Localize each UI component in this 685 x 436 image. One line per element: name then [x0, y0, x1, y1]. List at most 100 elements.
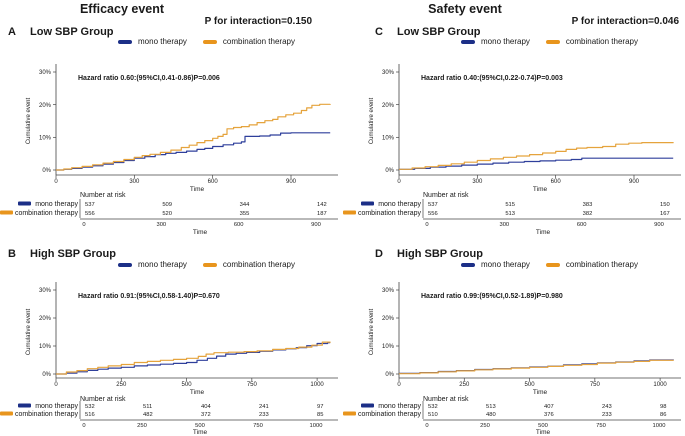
- risk-count: 86: [660, 412, 666, 418]
- risk-count: 480: [486, 412, 496, 418]
- mono-therapy-curve: [56, 132, 331, 171]
- combination-swatch-icon: [343, 411, 356, 416]
- risk-tick-label: 0: [425, 423, 428, 429]
- mono-swatch-icon: [461, 262, 475, 267]
- risk-count: 241: [259, 404, 269, 410]
- x-tick-label: 250: [116, 382, 127, 388]
- y-tick-label: 30%: [382, 288, 395, 294]
- column-efficacy: Efficacy event P for interaction=0.150 A…: [0, 0, 342, 436]
- risk-tick-label: 300: [156, 222, 166, 228]
- combination-swatch-icon: [0, 210, 13, 215]
- risk-count: 556: [428, 211, 438, 217]
- panel-C-title: C Low SBP Group: [375, 26, 481, 38]
- combination-swatch-icon: [202, 39, 217, 44]
- risk-count: 344: [240, 202, 250, 208]
- risk-time-label: Time: [193, 229, 208, 236]
- panel-C: C Low SBP Group mono therapy combination …: [343, 0, 685, 240]
- combination-therapy-curve: [56, 341, 331, 375]
- number-at-risk-header: Number at risk: [423, 396, 469, 403]
- risk-tick-label: 600: [234, 222, 244, 228]
- p-interaction-efficacy: P for interaction=0.150: [204, 16, 312, 27]
- x-tick-label: 300: [472, 179, 483, 185]
- chart-B: 0% 10% 20% 30% Cumulative event Hazard ratio …: [0, 282, 338, 436]
- risk-row-label: mono therapy: [35, 201, 78, 208]
- legend-D: mono therapy combination therapy: [461, 260, 648, 269]
- combination-therapy-curve: [56, 103, 331, 171]
- y-tick-label: 20%: [382, 316, 395, 322]
- legend-C: mono therapy combination therapy: [461, 37, 648, 46]
- p-interaction-safety: P for interaction=0.046: [571, 16, 679, 27]
- mono-swatch-icon: [361, 201, 374, 206]
- mono-swatch-icon: [18, 201, 31, 206]
- risk-count: 537: [428, 202, 438, 208]
- hazard-ratio-annotation: Hazard ratio 0.99:(95%CI,0.52-1.89)P=0.9…: [421, 293, 563, 300]
- combination-therapy-curve: [399, 359, 674, 375]
- panel-letter: B: [8, 248, 16, 260]
- panel-D-title: D High SBP Group: [375, 248, 483, 260]
- risk-row-label: mono therapy: [378, 201, 421, 208]
- risk-count: 85: [317, 412, 323, 418]
- mono-legend-label: mono therapy: [481, 37, 530, 46]
- risk-tick-label: 750: [253, 423, 263, 429]
- mono-legend-label: mono therapy: [481, 260, 530, 269]
- x-tick-label: 300: [129, 179, 140, 185]
- mono-therapy-curve: [399, 157, 674, 170]
- risk-count: 142: [317, 202, 327, 208]
- panel-B-title: B High SBP Group: [8, 248, 116, 260]
- x-tick-label: 0: [54, 382, 58, 388]
- column-title-safety: Safety event: [428, 2, 502, 16]
- risk-count: 513: [486, 404, 496, 410]
- risk-count: 98: [660, 404, 666, 410]
- y-tick-label: 0%: [42, 168, 51, 174]
- group-title: Low SBP Group: [30, 26, 114, 38]
- column-safety: Safety event P for interaction=0.046 C Lo…: [343, 0, 685, 436]
- y-tick-label: 30%: [382, 70, 395, 76]
- risk-tick-label: 250: [137, 423, 147, 429]
- x-tick-label: 0: [397, 179, 401, 185]
- risk-count: 150: [660, 202, 670, 208]
- panel-letter: D: [375, 248, 383, 260]
- x-tick-label: 500: [182, 382, 193, 388]
- risk-tick-label: 0: [425, 222, 428, 228]
- risk-count: 233: [602, 412, 612, 418]
- risk-count: 532: [85, 404, 95, 410]
- risk-count: 520: [162, 211, 172, 217]
- group-title: Low SBP Group: [397, 26, 481, 38]
- x-tick-label: 900: [286, 179, 297, 185]
- y-axis-label: Cumulative event: [369, 308, 375, 355]
- y-tick-label: 20%: [39, 103, 52, 109]
- mono-legend-label: mono therapy: [138, 37, 187, 46]
- risk-count: 510: [428, 412, 438, 418]
- mono-legend-label: mono therapy: [138, 260, 187, 269]
- risk-row-label: combination therapy: [15, 210, 79, 217]
- y-axis-label: Cumulative event: [26, 97, 32, 144]
- risk-count: 556: [85, 211, 95, 217]
- combination-swatch-icon: [0, 411, 13, 416]
- risk-time-label: Time: [536, 229, 551, 236]
- combination-legend-label: combination therapy: [565, 260, 638, 269]
- risk-count: 404: [201, 404, 211, 410]
- x-axis-label: Time: [190, 186, 205, 193]
- panel-B: B High SBP Group mono therapy combination…: [0, 240, 342, 436]
- mono-swatch-icon: [118, 39, 132, 44]
- risk-tick-label: 1000: [653, 423, 666, 429]
- number-at-risk-header: Number at risk: [80, 396, 126, 403]
- risk-tick-label: 300: [499, 222, 509, 228]
- legend-B: mono therapy combination therapy: [118, 260, 305, 269]
- x-axis-label: Time: [190, 389, 205, 396]
- y-tick-label: 0%: [385, 372, 394, 378]
- x-axis-label: Time: [533, 186, 548, 193]
- risk-tick-label: 750: [596, 423, 606, 429]
- combination-swatch-icon: [343, 210, 356, 215]
- risk-time-label: Time: [536, 429, 551, 436]
- combination-therapy-curve: [399, 142, 674, 170]
- x-tick-label: 600: [551, 179, 562, 185]
- x-tick-label: 0: [397, 382, 401, 388]
- risk-tick-label: 500: [538, 423, 548, 429]
- risk-count: 167: [660, 211, 670, 217]
- risk-tick-label: 0: [82, 423, 85, 429]
- risk-count: 243: [602, 404, 612, 410]
- y-tick-label: 10%: [382, 136, 395, 142]
- risk-count: 515: [505, 202, 515, 208]
- combination-legend-label: combination therapy: [222, 37, 295, 46]
